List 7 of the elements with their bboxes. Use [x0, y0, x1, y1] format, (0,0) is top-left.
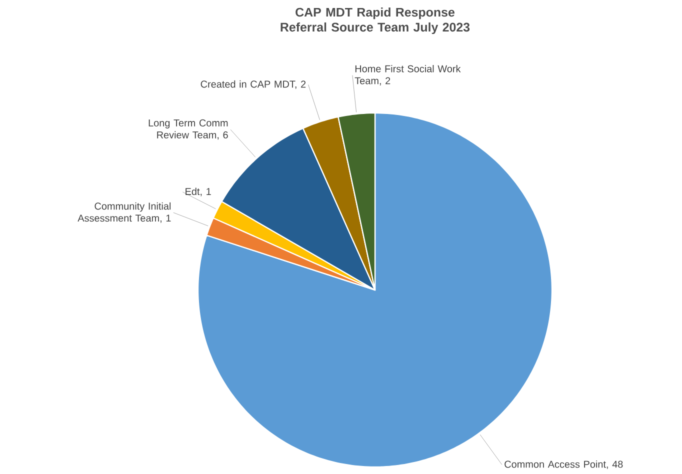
data-label: Long Term Comm Review Team, 6: [148, 119, 228, 140]
data-label: Home First Social Work Team, 2: [354, 65, 461, 86]
data-label: Community Initial Assessment Team, 1: [78, 202, 171, 223]
data-label: Common Access Point, 48: [504, 460, 623, 469]
chart-title: CAP MDT Rapid Response Referral Source Team July 2023: [280, 8, 470, 34]
data-label: Created in CAP MDT, 2: [200, 80, 306, 89]
data-label: Edt, 1: [186, 188, 211, 196]
